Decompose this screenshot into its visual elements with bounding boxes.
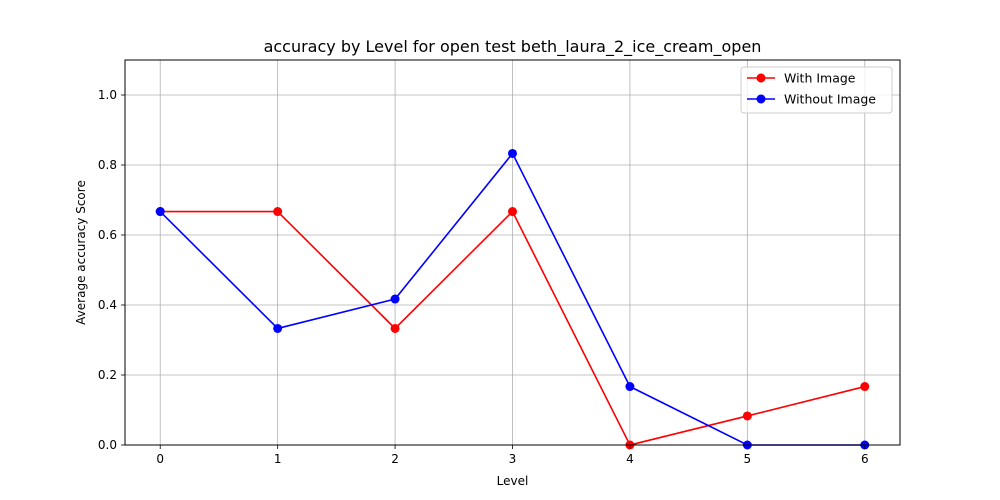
data-point <box>273 323 283 333</box>
y-tick-label: 1.0 <box>98 88 117 102</box>
y-tick-label: 0.0 <box>98 438 117 452</box>
data-point <box>390 323 400 333</box>
legend-item: Without Image <box>747 92 876 107</box>
y-tick-label: 0.2 <box>98 368 117 382</box>
x-tick-label: 3 <box>509 452 517 466</box>
x-tick-label: 0 <box>156 452 164 466</box>
x-tick-label: 6 <box>861 452 869 466</box>
legend-marker <box>756 94 766 104</box>
legend-item: With Image <box>747 71 856 86</box>
data-point <box>508 207 517 217</box>
data-point <box>860 382 870 392</box>
data-point <box>390 294 400 304</box>
y-axis-label: Average accuracy Score <box>74 180 88 325</box>
data-point <box>155 207 165 217</box>
data-point <box>742 411 752 421</box>
x-tick-label: 1 <box>274 452 282 466</box>
legend-box <box>740 66 893 114</box>
legend-marker <box>756 73 766 83</box>
x-tick-label: 5 <box>744 452 752 466</box>
data-point <box>508 148 517 158</box>
x-axis-label: Level <box>497 474 529 488</box>
y-tick-label: 0.8 <box>98 158 117 172</box>
data-point <box>625 382 635 392</box>
grid <box>125 60 900 446</box>
y-tick-label: 0.6 <box>98 228 117 242</box>
legend-label: With Image <box>784 71 856 86</box>
axis-ticks: 0 1 2 3 4 5 6 0.0 0.2 0.4 0.6 0.8 1.0 <box>98 88 869 466</box>
legend: With Image Without Image <box>740 66 893 114</box>
legend-label: Without Image <box>784 92 876 107</box>
data-point <box>273 207 283 217</box>
chart-title: accuracy by Level for open test beth_lau… <box>264 37 762 57</box>
x-tick-label: 4 <box>626 452 634 466</box>
series-with-image <box>155 207 870 450</box>
x-tick-label: 2 <box>391 452 399 466</box>
y-tick-label: 0.4 <box>98 298 117 312</box>
